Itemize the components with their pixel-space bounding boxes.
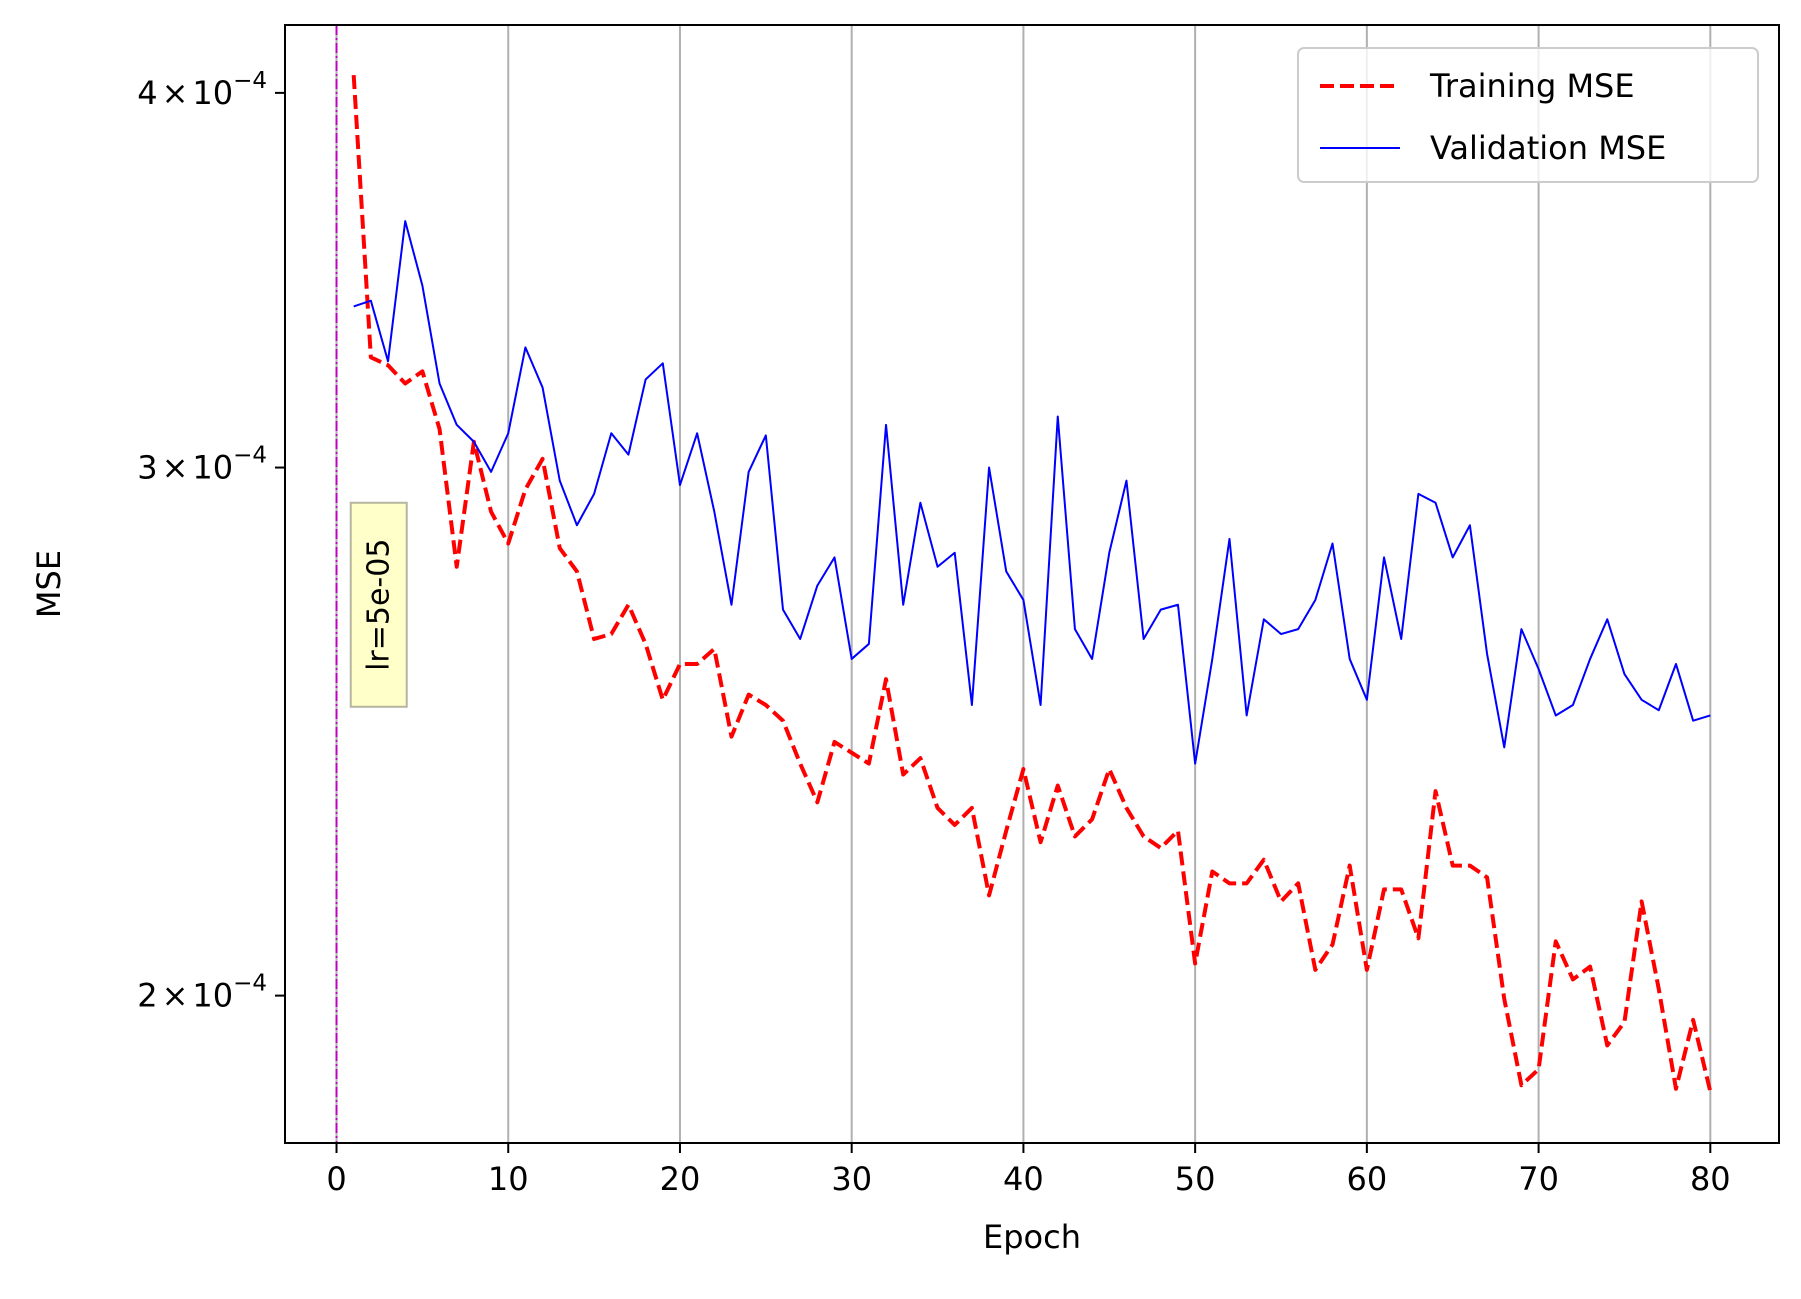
legend: Training MSE Validation MSE <box>1297 47 1759 183</box>
legend-training-label: Training MSE <box>1429 67 1635 105</box>
y-tick-mantissa: 3 <box>137 449 157 487</box>
lr-annotation-text: lr=5e-05 <box>362 539 397 671</box>
x-tick-label: 0 <box>326 1160 346 1198</box>
y-tick-mantissa: 4 <box>137 74 157 112</box>
y-tick-mantissa: 2 <box>137 977 157 1015</box>
y-tick-base: 10 <box>192 74 233 112</box>
lr-annotation-box <box>349 501 408 708</box>
x-tick-label: 60 <box>1347 1160 1388 1198</box>
legend-validation-label: Validation MSE <box>1430 129 1666 167</box>
y-tick-label: 2 × 10−4 <box>137 971 267 1015</box>
grid-layer <box>335 25 1712 1143</box>
x-tick-label: 40 <box>1003 1160 1044 1198</box>
y-tick-label: 4 × 10−4 <box>137 68 267 112</box>
y-tick-exponent: −4 <box>233 68 267 94</box>
y-tick-label: 3 × 10−4 <box>137 443 267 487</box>
y-tick-exponent: −4 <box>233 971 267 997</box>
validation-mse-line <box>353 220 1711 765</box>
x-axis-label: Epoch <box>983 1218 1081 1256</box>
plot-area-frame <box>284 24 1780 1144</box>
series-layer <box>351 74 1713 1092</box>
y-axis-label: MSE <box>30 550 68 618</box>
y-tick-times: × <box>162 74 189 112</box>
y-tick-base: 10 <box>192 449 233 487</box>
lr-annotation: lr=5e-05 <box>349 501 408 708</box>
x-tick-label: 70 <box>1518 1160 1559 1198</box>
y-axis-ticks: 2 × 10−43 × 10−44 × 10−4 <box>137 68 285 1015</box>
training-mse-line <box>351 74 1713 1092</box>
x-tick-label: 50 <box>1175 1160 1216 1198</box>
y-tick-times: × <box>162 977 189 1015</box>
x-axis-ticks: 0 10 20 30 40 50 60 70 80 <box>326 1143 1731 1198</box>
y-tick-times: × <box>162 449 189 487</box>
x-tick-label: 80 <box>1690 1160 1731 1198</box>
x-tick-label: 10 <box>488 1160 529 1198</box>
y-tick-base: 10 <box>192 977 233 1015</box>
y-tick-exponent: −4 <box>233 443 267 469</box>
x-tick-label: 30 <box>831 1160 872 1198</box>
x-tick-label: 20 <box>660 1160 701 1198</box>
legend-box <box>1297 47 1759 183</box>
annotation-layer: lr=5e-05 <box>349 501 408 708</box>
